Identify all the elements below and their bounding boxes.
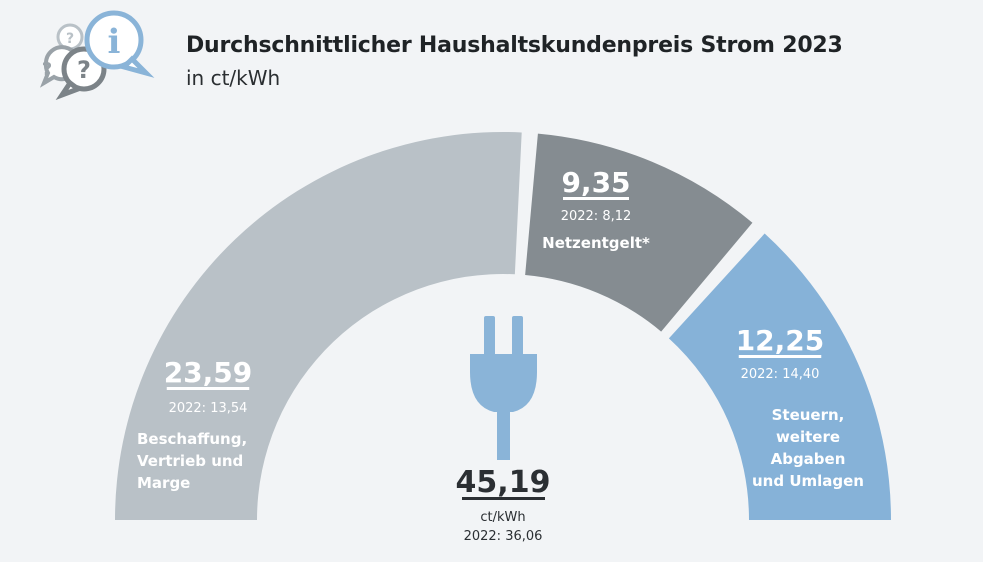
slice-value-underline — [166, 387, 250, 390]
total-underline — [462, 497, 545, 500]
slice-value-label: 23,59 — [164, 356, 253, 389]
slice-category-label: Netzentgelt* — [542, 234, 650, 252]
slice-category-label: Abgaben — [771, 450, 846, 468]
slice-value-label: 9,35 — [561, 166, 630, 199]
slice-category-label: und Umlagen — [752, 472, 864, 490]
slice-value-underline — [738, 355, 822, 358]
total-prev: 2022: 36,06 — [464, 529, 543, 544]
slice-category-label: weitere — [776, 428, 840, 446]
svg-text:?: ? — [77, 56, 91, 84]
slice-category-label: Beschaffung, — [137, 430, 247, 448]
slice-prev-label: 2022: 14,40 — [741, 367, 820, 382]
svg-text:?: ? — [42, 59, 52, 80]
total-value: 45,19 — [456, 465, 551, 500]
power-plug-icon — [470, 316, 537, 460]
slice-category-label: Marge — [137, 474, 190, 492]
slice-1 — [525, 133, 753, 332]
svg-text:i: i — [108, 22, 121, 62]
slice-prev-label: 2022: 13,54 — [169, 401, 248, 416]
slice-0 — [115, 132, 522, 521]
chart-subtitle: in ct/kWh — [186, 66, 281, 90]
svg-text:?: ? — [66, 31, 74, 47]
total-unit: ct/kWh — [480, 510, 525, 525]
info-question-bubbles-icon: ? ? ? i — [20, 5, 160, 104]
slice-category-label: Vertrieb und — [137, 452, 243, 470]
slice-prev-label: 2022: 8,12 — [561, 209, 632, 224]
slice-value-label: 12,25 — [736, 324, 825, 357]
chart-title: Durchschnittlicher Haushaltskundenpreis … — [186, 33, 843, 58]
slice-category-label: Steuern, — [772, 406, 845, 424]
slice-value-underline — [563, 197, 629, 200]
slice-2 — [668, 233, 891, 520]
